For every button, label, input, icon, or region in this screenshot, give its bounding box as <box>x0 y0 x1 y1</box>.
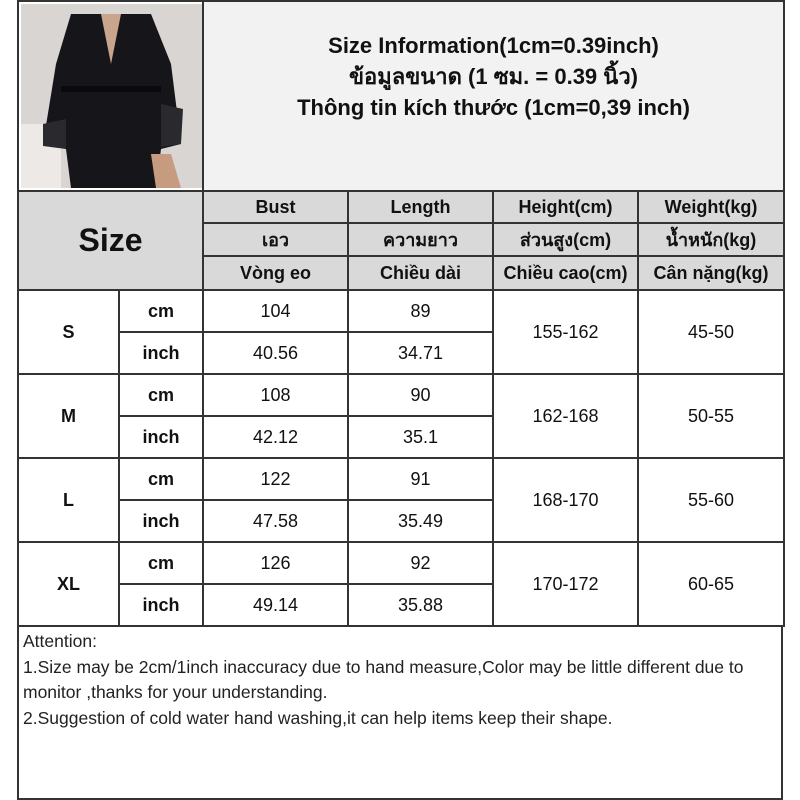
unit-inch: inch <box>118 499 204 543</box>
col-height-en: Height(cm) <box>492 190 639 224</box>
table-row: inch 42.12 35.1 <box>18 415 784 459</box>
col-bust-en: Bust <box>202 190 349 224</box>
height-range: 168-170 <box>492 457 639 543</box>
height-range: 170-172 <box>492 541 639 627</box>
length-cm: 91 <box>347 457 494 501</box>
col-weight-en: Weight(kg) <box>637 190 785 224</box>
unit-inch: inch <box>118 331 204 375</box>
size-label: M <box>17 373 120 459</box>
unit-cm: cm <box>118 373 204 417</box>
weight-range: 50-55 <box>637 373 785 459</box>
col-height-vi: Chiều cao(cm) <box>492 255 639 291</box>
col-length-th: ความยาว <box>347 222 494 257</box>
length-inch: 35.49 <box>347 499 494 543</box>
col-weight-th: น้ำหนัก(kg) <box>637 222 785 257</box>
weight-range: 45-50 <box>637 289 785 375</box>
length-cm: 89 <box>347 289 494 333</box>
length-inch: 35.88 <box>347 583 494 627</box>
bust-inch: 40.56 <box>202 331 349 375</box>
table-row: inch 40.56 34.71 <box>18 331 784 375</box>
col-length-en: Length <box>347 190 494 224</box>
table-row: inch 49.14 35.88 <box>18 583 784 627</box>
title-thai: ข้อมูลขนาด (1 ซม. = 0.39 นิ้ว) <box>348 63 638 89</box>
weight-range: 60-65 <box>637 541 785 627</box>
bust-inch: 42.12 <box>202 415 349 459</box>
col-length-vi: Chiều dài <box>347 255 494 291</box>
note-item: 1.Size may be 2cm/1inch inaccuracy due t… <box>23 656 744 703</box>
unit-inch: inch <box>118 583 204 627</box>
table-row: XL cm 126 92 170-172 60-65 <box>17 541 785 627</box>
length-inch: 34.71 <box>347 331 494 375</box>
notes-title: Attention: <box>23 631 97 651</box>
bust-cm: 104 <box>202 289 349 333</box>
length-cm: 90 <box>347 373 494 417</box>
bust-inch: 49.14 <box>202 583 349 627</box>
unit-cm: cm <box>118 289 204 333</box>
weight-range: 55-60 <box>637 457 785 543</box>
size-label: S <box>17 289 120 375</box>
table-row: inch 47.58 35.49 <box>18 499 784 543</box>
unit-cm: cm <box>118 457 204 501</box>
size-header: Size <box>17 190 204 291</box>
col-weight-vi: Cân nặng(kg) <box>637 255 785 291</box>
bust-cm: 122 <box>202 457 349 501</box>
col-height-th: ส่วนสูง(cm) <box>492 222 639 257</box>
robe-image <box>21 4 202 188</box>
title-vietnamese: Thông tin kích thước (1cm=0,39 inch) <box>297 94 690 120</box>
height-range: 162-168 <box>492 373 639 459</box>
note-item: 2.Suggestion of cold water hand washing,… <box>23 707 613 728</box>
bust-cm: 108 <box>202 373 349 417</box>
col-bust-vi: Vòng eo <box>202 255 349 291</box>
bust-inch: 47.58 <box>202 499 349 543</box>
title-english: Size Information(1cm=0.39inch) <box>328 32 659 58</box>
unit-inch: inch <box>118 415 204 459</box>
bust-cm: 126 <box>202 541 349 585</box>
attention-notes: Attention: 1.Size may be 2cm/1inch inacc… <box>17 627 783 800</box>
size-label: XL <box>17 541 120 627</box>
size-label: L <box>17 457 120 543</box>
product-photo <box>17 0 204 192</box>
length-inch: 35.1 <box>347 415 494 459</box>
height-range: 155-162 <box>492 289 639 375</box>
unit-cm: cm <box>118 541 204 585</box>
size-chart-table: Size Information(1cm=0.39inch) ข้อมูลขนา… <box>17 0 785 627</box>
col-bust-th: เอว <box>202 222 349 257</box>
size-information-title: Size Information(1cm=0.39inch) ข้อมูลขนา… <box>202 0 785 192</box>
length-cm: 92 <box>347 541 494 585</box>
